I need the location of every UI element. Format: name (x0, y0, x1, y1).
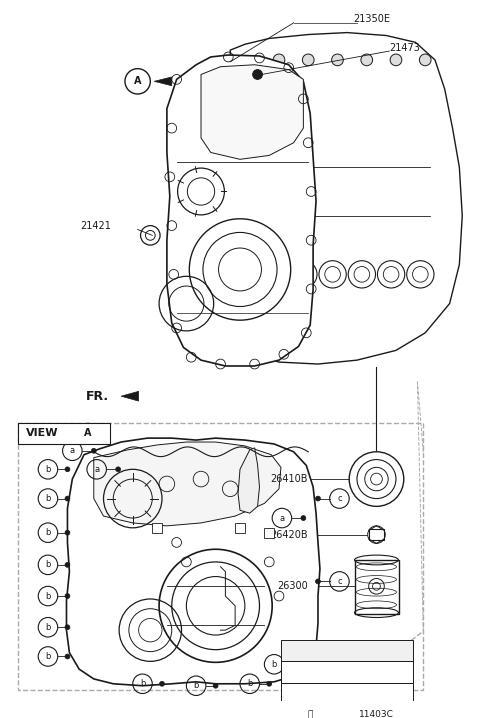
Text: 26420B: 26420B (271, 530, 308, 540)
Circle shape (301, 516, 306, 521)
Text: 26300: 26300 (277, 582, 308, 592)
Text: c: c (337, 577, 342, 586)
Text: b: b (45, 528, 51, 537)
Bar (281, 640, 412, 661)
Text: ⓑ: ⓑ (308, 689, 313, 698)
Text: a: a (94, 465, 99, 474)
Text: a: a (279, 513, 285, 523)
Circle shape (65, 531, 70, 535)
Circle shape (361, 54, 372, 66)
Circle shape (116, 467, 120, 472)
Polygon shape (154, 77, 172, 85)
Polygon shape (201, 65, 303, 159)
Circle shape (252, 70, 263, 80)
Circle shape (65, 654, 70, 659)
Text: 21421: 21421 (81, 220, 111, 230)
Text: 1140AF: 1140AF (359, 689, 393, 698)
Circle shape (315, 496, 321, 501)
Text: c: c (337, 494, 342, 503)
Bar (235, 523, 245, 533)
Text: 11403C: 11403C (359, 711, 394, 718)
Bar (369, 528, 384, 541)
Text: 1140FF: 1140FF (360, 668, 393, 676)
Text: ⓐ: ⓐ (308, 668, 313, 676)
Circle shape (302, 54, 314, 66)
Circle shape (91, 448, 96, 453)
Bar (264, 528, 274, 538)
Circle shape (213, 684, 218, 688)
Bar (281, 661, 412, 683)
Text: b: b (45, 623, 51, 632)
Text: FR.: FR. (86, 390, 109, 403)
Polygon shape (94, 442, 281, 526)
Circle shape (267, 681, 272, 686)
Bar (152, 523, 162, 533)
Circle shape (390, 54, 402, 66)
Text: A: A (84, 428, 92, 438)
Bar (355, 560, 399, 614)
Text: 26410B: 26410B (271, 474, 308, 484)
Text: a: a (70, 447, 75, 455)
Polygon shape (220, 32, 462, 364)
Text: VIEW: VIEW (25, 428, 58, 438)
Text: b: b (45, 560, 51, 569)
Text: b: b (193, 681, 199, 690)
Bar (18, 422, 423, 689)
Text: A: A (134, 76, 142, 86)
Circle shape (159, 681, 165, 686)
Text: b: b (247, 679, 252, 689)
Text: b: b (45, 652, 51, 661)
Circle shape (65, 625, 70, 630)
Circle shape (332, 54, 343, 66)
Circle shape (65, 496, 70, 501)
Text: b: b (45, 592, 51, 600)
Text: b: b (45, 494, 51, 503)
Circle shape (291, 662, 296, 667)
Polygon shape (66, 438, 320, 686)
Circle shape (65, 562, 70, 567)
Bar (281, 704, 412, 718)
Text: ⓒ: ⓒ (308, 711, 313, 718)
Circle shape (65, 467, 70, 472)
Text: PNC: PNC (366, 646, 386, 655)
Text: 21350E: 21350E (353, 14, 390, 24)
Polygon shape (167, 55, 316, 366)
Circle shape (273, 54, 285, 66)
Text: b: b (271, 660, 277, 668)
Circle shape (315, 579, 321, 584)
Polygon shape (121, 391, 139, 401)
Text: 21473: 21473 (389, 43, 420, 53)
Bar (281, 683, 412, 704)
Circle shape (65, 594, 70, 599)
Text: b: b (140, 679, 145, 689)
Text: SYMBOL: SYMBOL (289, 646, 331, 655)
Circle shape (420, 54, 431, 66)
Bar (18, 422, 110, 444)
Polygon shape (238, 448, 260, 513)
Text: b: b (45, 465, 51, 474)
